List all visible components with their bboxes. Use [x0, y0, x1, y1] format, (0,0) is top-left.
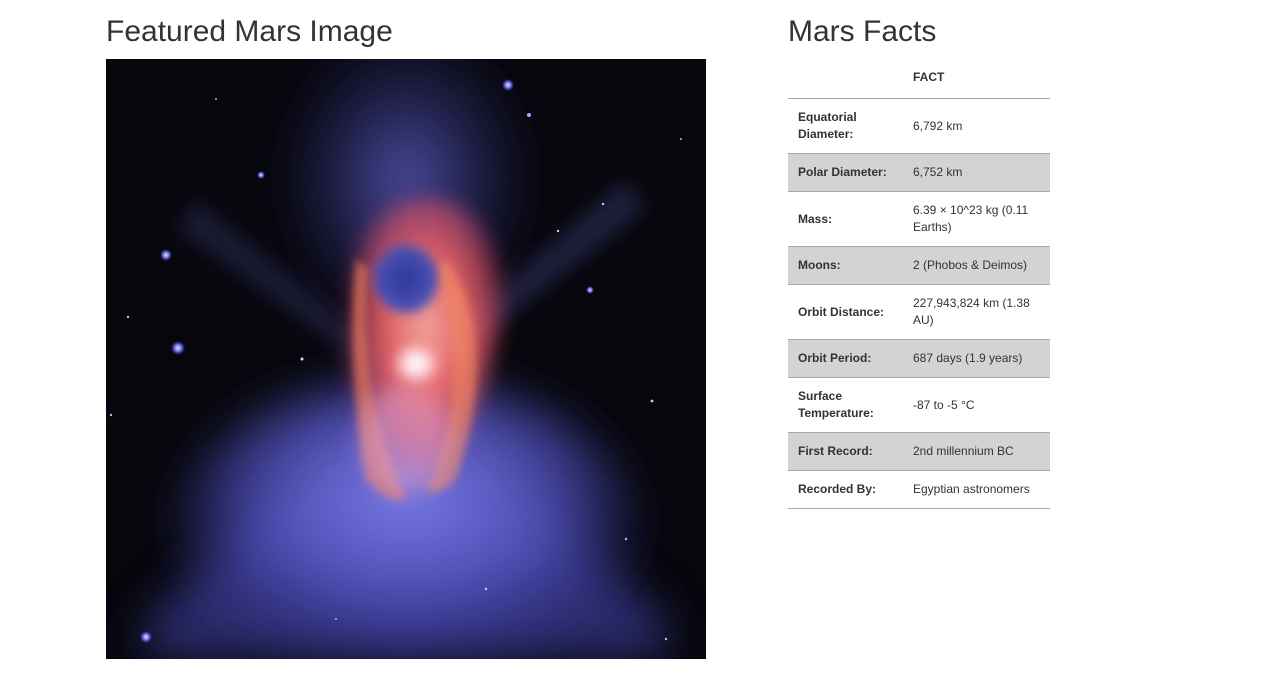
table-header-row: FACT [788, 59, 1050, 99]
row-label: Polar Diameter: [788, 153, 903, 192]
row-value: 687 days (1.9 years) [903, 339, 1050, 378]
row-value: 6,792 km [903, 98, 1050, 154]
mars-facts-table: FACT Equatorial Diameter: 6,792 km Polar… [788, 59, 1050, 509]
table-row: First Record: 2nd millennium BC [788, 432, 1050, 471]
table-row: Recorded By: Egyptian astronomers [788, 470, 1050, 509]
row-value: -87 to -5 °C [903, 377, 1050, 433]
table-row: Orbit Period: 687 days (1.9 years) [788, 339, 1050, 378]
row-value: 6,752 km [903, 153, 1050, 192]
row-value: 2nd millennium BC [903, 432, 1050, 471]
mars-facts-section: Mars Facts FACT Equatorial Diameter: 6,7… [788, 14, 1050, 509]
row-label: Moons: [788, 246, 903, 285]
row-label: Mass: [788, 191, 903, 247]
column-header-fact: FACT [903, 59, 1050, 99]
table-row: Orbit Distance: 227,943,824 km (1.38 AU) [788, 284, 1050, 340]
nebula-image [106, 59, 706, 659]
row-label: Orbit Distance: [788, 284, 903, 340]
table-row: Surface Temperature: -87 to -5 °C [788, 377, 1050, 433]
featured-image-heading: Featured Mars Image [106, 15, 393, 48]
row-value: 6.39 × 10^23 kg (0.11 Earths) [903, 191, 1050, 247]
row-label: First Record: [788, 432, 903, 471]
featured-mars-image [106, 59, 706, 659]
row-label: Equatorial Diameter: [788, 98, 903, 154]
row-label: Surface Temperature: [788, 377, 903, 433]
table-row: Polar Diameter: 6,752 km [788, 153, 1050, 192]
row-value: 227,943,824 km (1.38 AU) [903, 284, 1050, 340]
table-row: Mass: 6.39 × 10^23 kg (0.11 Earths) [788, 191, 1050, 247]
row-value: Egyptian astronomers [903, 470, 1050, 509]
column-header-label [788, 59, 903, 99]
table-row: Equatorial Diameter: 6,792 km [788, 98, 1050, 154]
row-label: Orbit Period: [788, 339, 903, 378]
row-value: 2 (Phobos & Deimos) [903, 246, 1050, 285]
row-label: Recorded By: [788, 470, 903, 509]
featured-image-section: Featured Mars Image [106, 14, 706, 659]
mars-facts-heading: Mars Facts [788, 15, 937, 48]
table-row: Moons: 2 (Phobos & Deimos) [788, 246, 1050, 285]
